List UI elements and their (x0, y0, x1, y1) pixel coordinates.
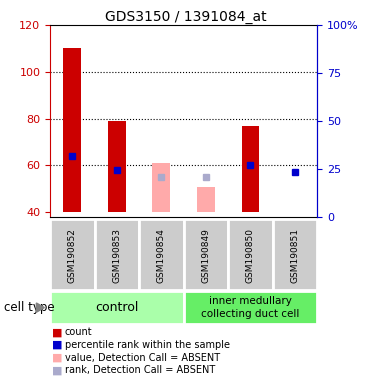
Text: GSM190854: GSM190854 (157, 228, 166, 283)
Text: control: control (95, 301, 138, 314)
Text: percentile rank within the sample: percentile rank within the sample (65, 340, 230, 350)
Bar (152, 163, 170, 212)
Text: ■: ■ (52, 327, 62, 337)
Text: GSM190851: GSM190851 (290, 228, 299, 283)
Bar (50, 219, 95, 290)
Text: value, Detection Call = ABSENT: value, Detection Call = ABSENT (65, 353, 220, 362)
Text: rank, Detection Call = ABSENT: rank, Detection Call = ABSENT (65, 365, 215, 375)
Text: GSM190849: GSM190849 (201, 228, 210, 283)
Bar (242, 126, 259, 212)
Bar (63, 48, 81, 212)
Text: GSM190850: GSM190850 (246, 228, 255, 283)
Text: GSM190853: GSM190853 (112, 228, 121, 283)
Text: ■: ■ (52, 365, 62, 375)
Text: ■: ■ (52, 353, 62, 362)
Text: GSM190852: GSM190852 (68, 228, 77, 283)
Bar (139, 219, 184, 290)
Text: inner medullary
collecting duct cell: inner medullary collecting duct cell (201, 296, 300, 319)
Bar (50, 291, 184, 324)
Text: cell type: cell type (4, 301, 54, 314)
Bar (273, 219, 317, 290)
Text: ■: ■ (52, 340, 62, 350)
Bar (108, 121, 126, 212)
Text: count: count (65, 327, 92, 337)
Bar (197, 187, 215, 212)
Bar (95, 219, 139, 290)
Text: GDS3150 / 1391084_at: GDS3150 / 1391084_at (105, 10, 266, 23)
Bar (184, 219, 228, 290)
Bar (184, 291, 317, 324)
Bar (228, 219, 273, 290)
